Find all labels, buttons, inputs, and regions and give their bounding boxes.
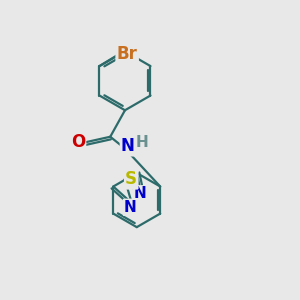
Text: O: O bbox=[71, 133, 85, 151]
Text: N: N bbox=[124, 200, 137, 215]
Text: H: H bbox=[136, 134, 148, 149]
Text: N: N bbox=[134, 186, 147, 201]
Text: N: N bbox=[121, 137, 135, 155]
Text: Br: Br bbox=[117, 45, 138, 63]
Text: S: S bbox=[125, 170, 137, 188]
